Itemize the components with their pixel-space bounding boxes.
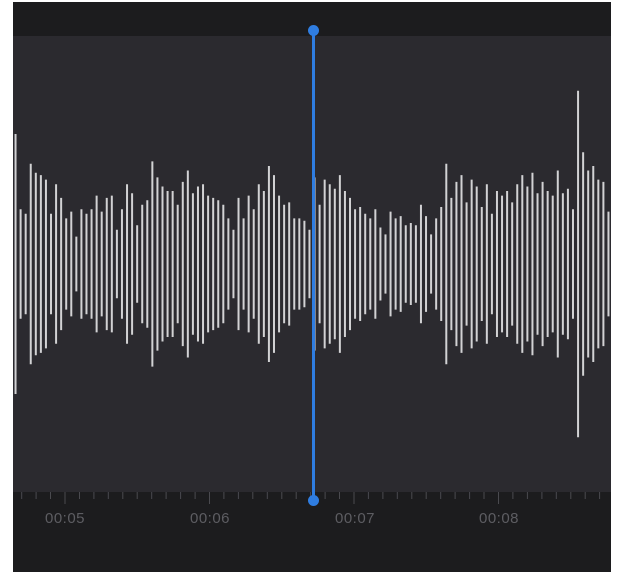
time-label-0: 00:05 xyxy=(44,510,86,527)
time-label-2: 00:07 xyxy=(334,510,376,527)
playhead[interactable] xyxy=(308,25,319,506)
waveform-editor: 00:05 00:06 00:07 00:08 xyxy=(13,2,611,572)
time-label-1: 00:06 xyxy=(189,510,231,527)
timeline-ruler[interactable]: 00:05 00:06 00:07 00:08 xyxy=(13,492,611,572)
playhead-top-handle[interactable] xyxy=(308,25,319,36)
timeline-ticks xyxy=(21,492,601,504)
playhead-bottom-handle[interactable] xyxy=(308,495,319,506)
time-label-3: 00:08 xyxy=(478,510,520,527)
audio-waveform[interactable] xyxy=(13,36,611,492)
